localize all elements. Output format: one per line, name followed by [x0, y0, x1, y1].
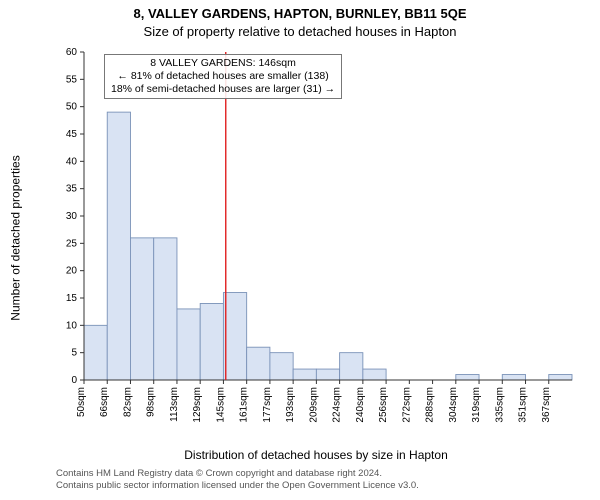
svg-text:40: 40	[66, 156, 78, 167]
svg-text:193sqm: 193sqm	[285, 387, 296, 423]
svg-text:224sqm: 224sqm	[332, 387, 343, 423]
svg-text:129sqm: 129sqm	[192, 387, 203, 423]
x-axis-label: Distribution of detached houses by size …	[56, 448, 576, 462]
y-axis-label: Number of detached properties	[6, 48, 26, 428]
svg-text:55: 55	[66, 74, 78, 85]
svg-text:113sqm: 113sqm	[169, 387, 180, 422]
svg-text:5: 5	[71, 348, 77, 359]
svg-text:177sqm: 177sqm	[262, 387, 273, 423]
svg-text:240sqm: 240sqm	[355, 387, 366, 423]
svg-text:304sqm: 304sqm	[448, 387, 459, 423]
svg-text:50: 50	[66, 102, 78, 113]
chart-title-description: Size of property relative to detached ho…	[0, 24, 600, 39]
annotation-box: 8 VALLEY GARDENS: 146sqm← 81% of detache…	[104, 54, 342, 99]
svg-text:145sqm: 145sqm	[215, 387, 226, 423]
svg-text:50sqm: 50sqm	[76, 387, 87, 417]
svg-text:351sqm: 351sqm	[518, 387, 529, 423]
svg-text:209sqm: 209sqm	[308, 387, 319, 423]
annotation-line1: 8 VALLEY GARDENS: 146sqm	[111, 57, 335, 70]
attribution-text: Contains HM Land Registry data © Crown c…	[56, 468, 576, 492]
chart-title-address: 8, VALLEY GARDENS, HAPTON, BURNLEY, BB11…	[0, 6, 600, 21]
svg-text:0: 0	[71, 375, 77, 386]
svg-text:82sqm: 82sqm	[122, 387, 133, 417]
svg-text:319sqm: 319sqm	[471, 387, 482, 423]
svg-text:15: 15	[66, 293, 78, 304]
svg-text:256sqm: 256sqm	[378, 387, 389, 423]
svg-text:66sqm: 66sqm	[99, 387, 110, 417]
svg-text:98sqm: 98sqm	[146, 387, 157, 417]
svg-text:335sqm: 335sqm	[494, 387, 505, 423]
svg-text:45: 45	[66, 129, 78, 140]
svg-text:272sqm: 272sqm	[401, 387, 412, 423]
chart-plot: 0 5 10 15 20 25 30 35 40 45 50 55 60 50sqm 66sqm 82sqm 9…	[56, 48, 576, 428]
svg-text:35: 35	[66, 184, 78, 195]
svg-text:367sqm: 367sqm	[541, 387, 552, 423]
svg-text:10: 10	[66, 320, 78, 331]
svg-text:288sqm: 288sqm	[425, 387, 436, 423]
svg-text:60: 60	[66, 48, 78, 58]
svg-text:161sqm: 161sqm	[239, 387, 250, 423]
annotation-line2: ← 81% of detached houses are smaller (13…	[111, 70, 335, 83]
annotation-line3: 18% of semi-detached houses are larger (…	[111, 83, 335, 96]
svg-text:30: 30	[66, 211, 78, 222]
svg-text:20: 20	[66, 266, 78, 277]
svg-text:25: 25	[66, 238, 78, 249]
